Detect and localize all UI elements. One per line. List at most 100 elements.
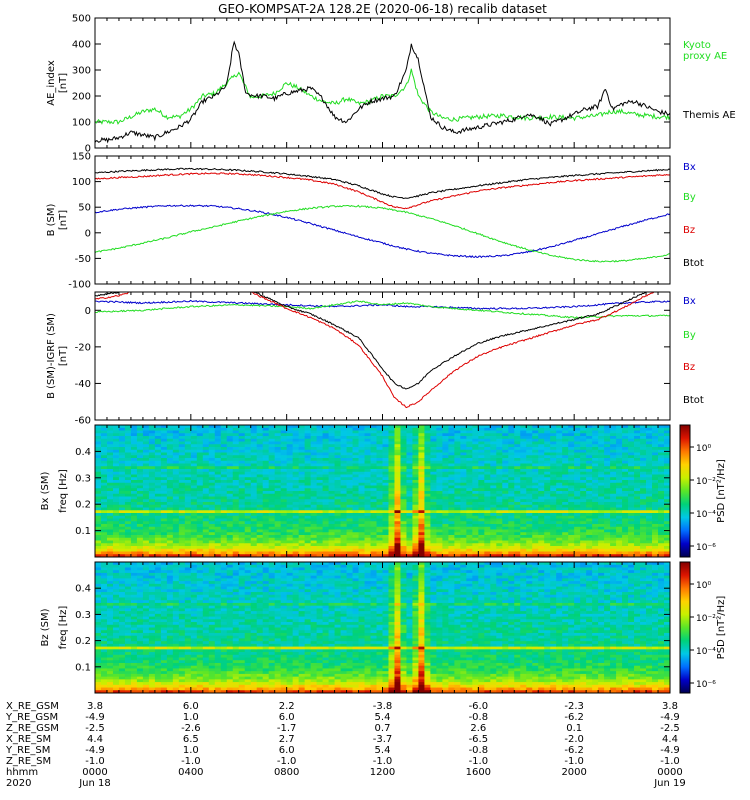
psd-cell xyxy=(472,493,479,497)
psd-cell xyxy=(196,502,204,506)
psd-cell xyxy=(196,526,204,530)
psd-cell xyxy=(202,458,210,462)
psd-cell xyxy=(220,477,228,481)
psd-cell xyxy=(532,466,539,470)
psd-cell xyxy=(136,554,144,558)
psd-cell xyxy=(268,455,276,459)
psd-cell xyxy=(520,535,527,539)
psd-cell xyxy=(112,441,120,445)
psd-cell xyxy=(424,513,431,517)
psd-cell xyxy=(616,515,623,519)
psd-cell xyxy=(502,535,509,539)
psd-cell xyxy=(592,449,599,453)
psd-cell xyxy=(142,510,150,514)
psd-cell xyxy=(100,455,108,459)
psd-cell xyxy=(256,471,264,475)
psd-cell xyxy=(424,477,431,481)
psd-cell xyxy=(628,488,635,492)
psd-cell xyxy=(166,488,174,492)
psd-cell xyxy=(358,526,365,530)
psd-cell xyxy=(256,524,264,528)
psd-cell xyxy=(166,480,174,484)
psd-cell xyxy=(598,532,605,536)
psd-cell xyxy=(292,496,300,500)
psd-cell xyxy=(382,455,389,459)
psd-cell xyxy=(328,466,335,470)
psd-cell xyxy=(106,535,114,539)
psd-cell xyxy=(136,474,144,478)
psd-cell xyxy=(592,507,599,511)
psd-cell xyxy=(502,455,509,459)
psd-cell xyxy=(202,554,210,558)
psd-cell xyxy=(196,537,204,541)
psd-cell xyxy=(658,471,665,475)
psd-cell xyxy=(610,521,617,525)
psd-cell xyxy=(544,438,551,442)
psd-cell xyxy=(610,524,617,528)
psd-cell xyxy=(508,551,515,555)
psd-cell xyxy=(100,433,108,437)
psd-cell xyxy=(640,460,647,464)
psd-cell xyxy=(310,510,318,514)
psd-cell xyxy=(262,510,270,514)
psd-cell xyxy=(502,491,509,495)
psd-cell xyxy=(502,433,509,437)
psd-cell xyxy=(544,521,551,525)
psd-cell xyxy=(262,507,270,511)
psd-cell xyxy=(142,532,150,536)
psd-cell xyxy=(466,513,473,517)
psd-cell xyxy=(418,496,425,500)
psd-cell xyxy=(304,554,312,558)
psd-cell xyxy=(628,504,635,508)
psd-cell xyxy=(592,499,599,503)
psd-cell xyxy=(148,513,156,517)
psd-cell xyxy=(124,427,132,431)
psd-cell xyxy=(310,502,318,506)
psd-cell xyxy=(130,447,138,451)
psd-cell xyxy=(112,425,120,429)
psd-cell xyxy=(364,455,371,459)
psd-cell xyxy=(520,526,527,530)
psd-cell xyxy=(226,493,234,497)
psd-cell xyxy=(328,455,335,459)
psd-cell xyxy=(340,482,347,486)
psd-cell xyxy=(610,477,617,481)
psd-cell xyxy=(460,485,467,489)
psd-cell xyxy=(136,441,144,445)
psd-cell xyxy=(418,480,425,484)
psd-cell xyxy=(334,485,341,489)
psd-cell xyxy=(430,524,437,528)
psd-cell xyxy=(652,466,659,470)
psd-cell xyxy=(220,485,228,489)
psd-cell xyxy=(250,548,258,552)
psd-cell xyxy=(334,438,341,442)
psd-cell xyxy=(118,458,126,462)
psd-cell xyxy=(172,521,180,525)
psd-cell xyxy=(292,482,300,486)
psd-cell xyxy=(340,537,347,541)
psd-cell xyxy=(448,436,455,440)
psd-cell xyxy=(250,466,258,470)
psd-cell xyxy=(130,502,138,506)
psd-cell xyxy=(616,540,623,544)
psd-cell xyxy=(454,425,461,429)
psd-cell xyxy=(316,551,323,555)
psd-cell xyxy=(250,510,258,514)
psd-cell xyxy=(598,463,605,467)
psd-cell xyxy=(118,499,126,503)
psd-cell xyxy=(328,436,335,440)
psd-cell xyxy=(160,502,168,506)
psd-cell xyxy=(442,518,449,522)
psd-cell xyxy=(208,469,216,473)
psd-cell xyxy=(646,438,653,442)
psd-cell xyxy=(118,537,126,541)
psd-cell xyxy=(616,485,623,489)
psd-cell xyxy=(406,455,413,459)
psd-cell xyxy=(580,513,587,517)
psd-cell xyxy=(292,551,300,555)
y-axis-unit: [nT] xyxy=(58,73,69,93)
psd-cell xyxy=(262,474,270,478)
psd-cell xyxy=(268,485,276,489)
psd-cell xyxy=(520,524,527,528)
psd-cell xyxy=(304,449,312,453)
